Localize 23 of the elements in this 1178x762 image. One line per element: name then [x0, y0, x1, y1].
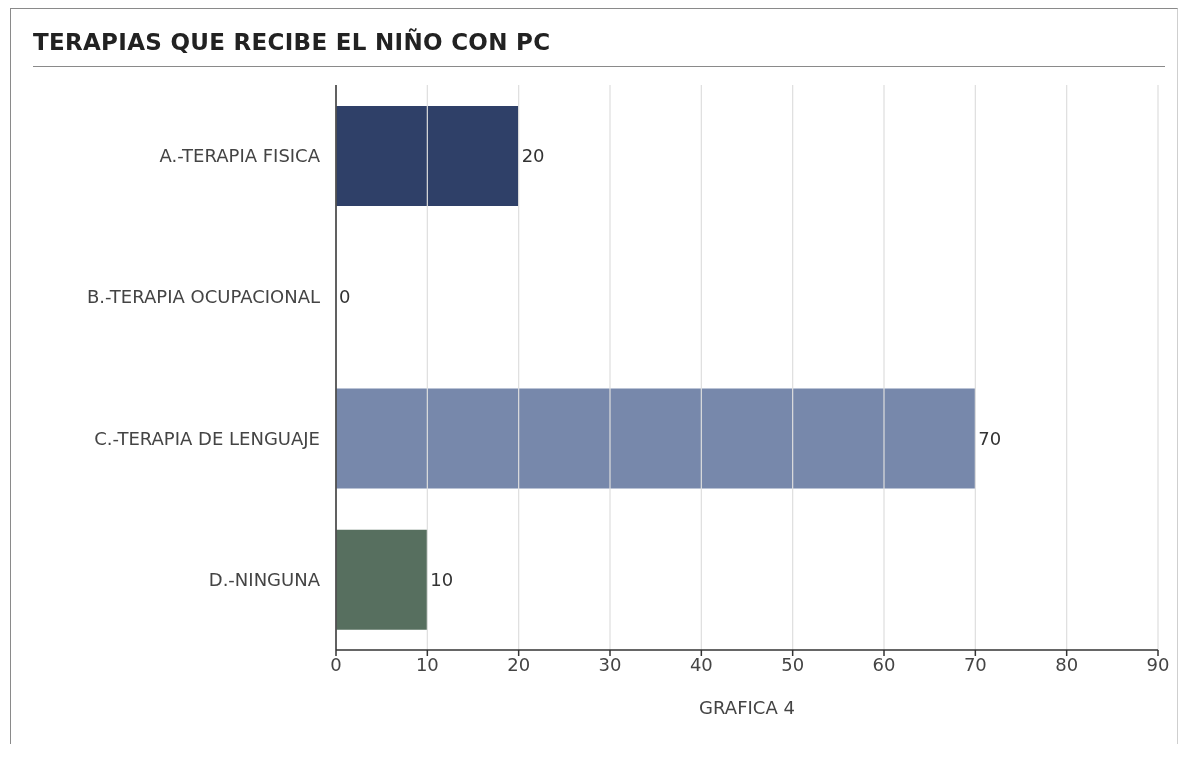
- x-tick-label: 60: [872, 653, 896, 675]
- x-tick-label: 0: [330, 653, 342, 675]
- y-tick-label: D.-NINGUNA: [208, 568, 321, 590]
- x-axis-title: GRAFICA 4: [699, 697, 795, 718]
- y-tick-label: B.-TERAPIA OCUPACIONAL: [86, 286, 320, 308]
- data-label: 0: [339, 286, 351, 308]
- y-tick-label: C.-TERAPIA DE LENGUAJE: [94, 427, 320, 449]
- data-label: 20: [521, 145, 545, 167]
- bar: [336, 106, 519, 206]
- chart-title: TERAPIAS QUE RECIBE EL NIÑO CON PC: [33, 29, 551, 55]
- x-tick-label: 30: [598, 653, 622, 675]
- data-label: 10: [430, 568, 454, 590]
- x-tick-label: 10: [415, 653, 439, 675]
- data-label: 70: [978, 427, 1002, 449]
- x-tick-label: 70: [963, 653, 987, 675]
- x-tick-label: 80: [1055, 653, 1079, 675]
- x-tick-label: 20: [507, 653, 531, 675]
- x-tick-label: 40: [689, 653, 713, 675]
- bar: [336, 388, 976, 489]
- bar: [336, 529, 428, 630]
- x-tick-label: 50: [781, 653, 805, 675]
- x-tick-label: 90: [1146, 653, 1170, 675]
- y-tick-label: A.-TERAPIA FISICA: [159, 145, 321, 167]
